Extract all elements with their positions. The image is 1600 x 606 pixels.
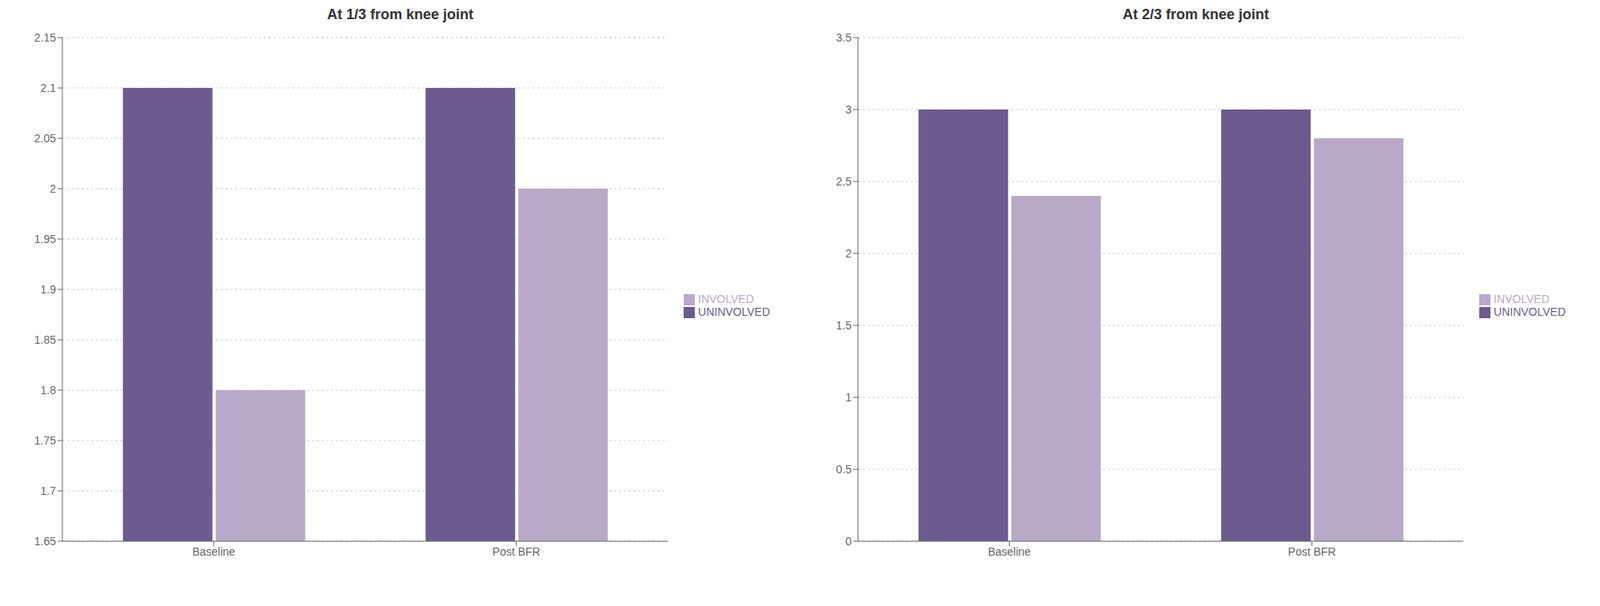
html-text:INVOLVED: INVOLVED — [698, 292, 754, 306]
svg-text:Post BFR: Post BFR — [492, 545, 541, 559]
svg-text:2.15: 2.15 — [34, 31, 56, 44]
html-text:At 1/3 from knee joint: At 1/3 from knee joint — [327, 6, 474, 23]
html-text:INVOLVED: INVOLVED — [1493, 292, 1550, 306]
svg-text:1.8: 1.8 — [40, 383, 57, 397]
svg-text:3: 3 — [845, 103, 852, 116]
svg-text:Baseline: Baseline — [191, 545, 236, 559]
svg-text:1: 1 — [845, 391, 852, 404]
svg-text:1.95: 1.95 — [34, 232, 56, 246]
svg-text:2.1: 2.1 — [40, 81, 57, 95]
svg-text:1.5: 1.5 — [836, 319, 853, 332]
svg-text:1.9: 1.9 — [40, 283, 57, 296]
svg-text:1.85: 1.85 — [34, 333, 56, 347]
svg-text:2: 2 — [49, 182, 56, 196]
svg-text:2.5: 2.5 — [836, 175, 853, 188]
html-text:At 2/3 from knee joint: At 2/3 from knee joint — [1122, 6, 1269, 23]
html-text:UNINVOLVED: UNINVOLVED — [1493, 305, 1566, 319]
svg-text:Baseline: Baseline — [987, 545, 1031, 559]
svg-text:1.65: 1.65 — [34, 534, 56, 548]
svg-text:Post BFR: Post BFR — [1288, 545, 1337, 559]
svg-text:1.7: 1.7 — [40, 484, 57, 498]
svg-text:1.75: 1.75 — [34, 434, 56, 447]
svg-text:3.5: 3.5 — [836, 31, 853, 44]
html-text:UNINVOLVED: UNINVOLVED — [698, 305, 771, 319]
svg-text:2.05: 2.05 — [34, 131, 56, 145]
svg-text:0.5: 0.5 — [836, 462, 853, 476]
svg-text:2: 2 — [845, 247, 852, 260]
svg-text:0: 0 — [845, 534, 852, 548]
